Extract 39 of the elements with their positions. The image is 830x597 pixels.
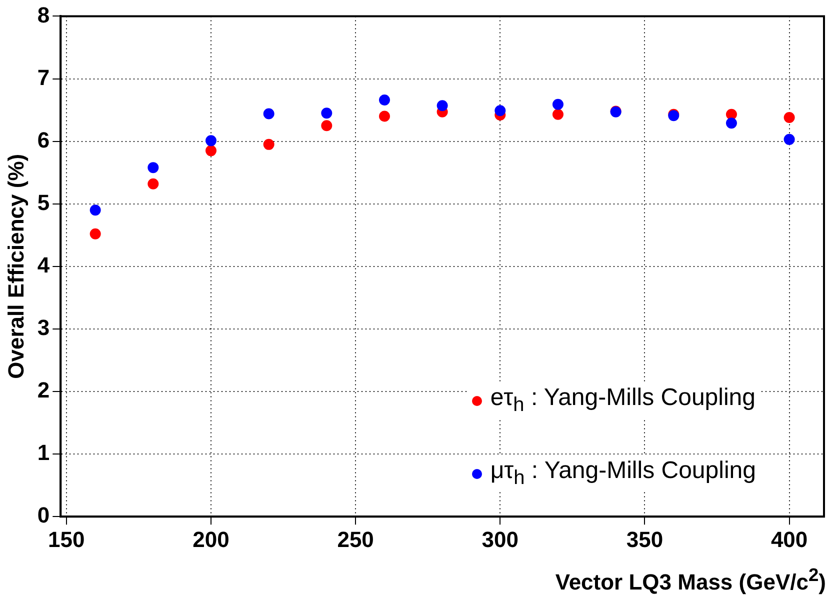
point (494, 105, 506, 116)
x-tick-label: 400 (770, 526, 808, 552)
y-tick-label: 3 (37, 315, 50, 340)
x-tick-label: 350 (626, 526, 664, 552)
point (784, 134, 795, 145)
point (205, 145, 216, 156)
y-tick-label: 7 (37, 64, 50, 90)
y-tick-label: 0 (37, 502, 50, 528)
y-axis-title: Overall Efficiency (%) (3, 154, 28, 379)
point (148, 162, 159, 174)
legend-label: μτ$_{h}$ : Yang-Mills Coupling (490, 457, 756, 490)
y-tick-label: 4 (37, 252, 50, 278)
point (263, 108, 274, 120)
y-tick-label: 8 (37, 2, 50, 28)
point (784, 112, 795, 124)
point (205, 135, 216, 146)
point (726, 118, 737, 129)
point (148, 178, 159, 190)
x-tick-label: 300 (482, 526, 519, 552)
point (378, 94, 390, 106)
point (378, 110, 390, 122)
x-tick-label: 150 (48, 526, 85, 552)
point (552, 98, 564, 110)
point (436, 100, 448, 112)
legend-label: eτ$_{h}$ : Yang-Mills Coupling (490, 384, 756, 418)
point (90, 204, 101, 216)
point (321, 108, 332, 119)
y-tick-label: 2 (37, 378, 50, 403)
point (552, 108, 564, 120)
point (321, 120, 332, 132)
y-tick-label: 5 (37, 190, 50, 215)
x-tick-label: 200 (192, 526, 230, 552)
x-tick-label: 250 (337, 526, 374, 552)
point (263, 138, 274, 150)
point (726, 108, 737, 120)
x-axis-title: Vector LQ3 Mass (GeV/c$^{2}$) (555, 564, 826, 595)
point (90, 228, 101, 240)
y-tick-label: 6 (37, 127, 50, 152)
y-tick-label: 1 (37, 440, 50, 466)
